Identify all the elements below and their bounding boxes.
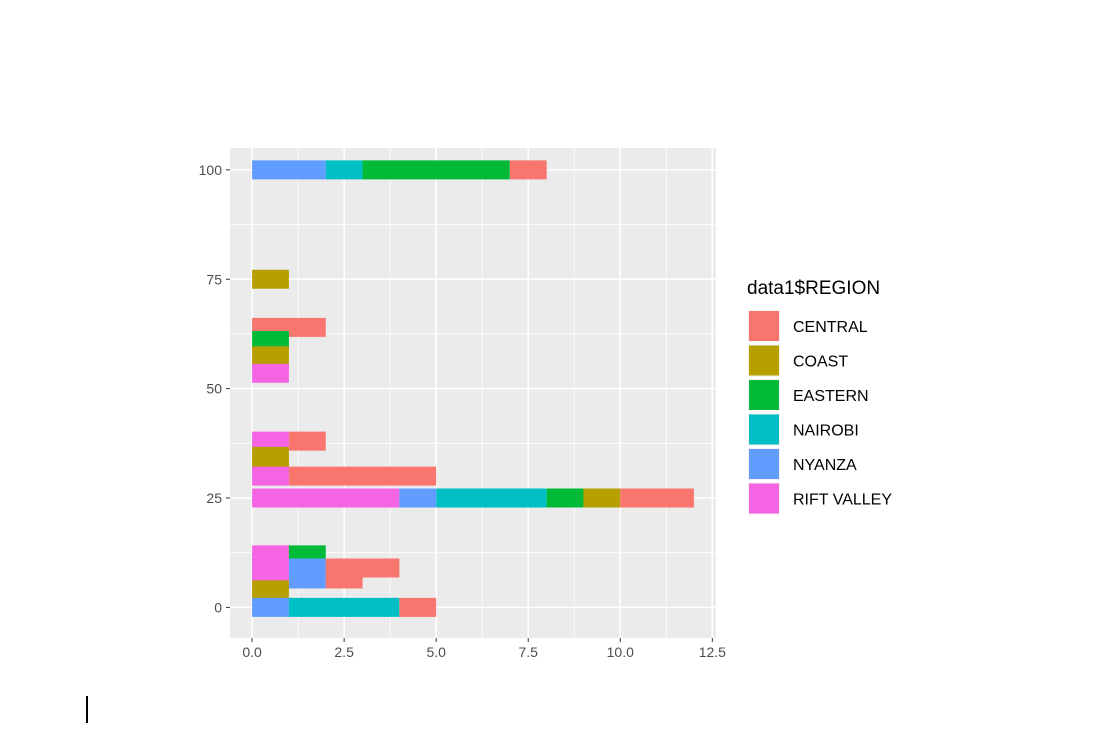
bar-segment-central [288, 466, 437, 486]
bar-segment-rift-valley [252, 363, 289, 383]
legend-label: NAIROBI [793, 423, 859, 440]
y-tick-label: 0 [214, 599, 222, 615]
x-tick-label: 2.5 [334, 644, 354, 660]
x-tick-label: 12.5 [699, 644, 726, 660]
bar-segment-central [288, 431, 326, 451]
x-tick-label: 0.0 [242, 644, 262, 660]
bar-segment-coast [583, 488, 621, 508]
bar-segment-coast [252, 580, 289, 600]
legend-title: data1$REGION [747, 278, 880, 299]
bar-segment-central [399, 597, 437, 617]
y-tick-label: 75 [206, 271, 222, 287]
legend-swatch [749, 449, 779, 479]
bar-segment-central [325, 569, 363, 589]
bar-segment-nyanza [252, 597, 289, 617]
axes: 0.0 2.5 5.0 7.5 10.0 12.5 0 25 50 75 100 [199, 162, 727, 660]
bar-segment-rift-valley [252, 466, 289, 486]
bar-segment-nyanza [252, 160, 326, 180]
bar-segment-eastern [252, 331, 289, 350]
text-cursor [86, 696, 88, 723]
bar-segment-coast [252, 269, 289, 289]
legend: data1$REGION CENTRAL COAST EASTERN NAIROBI N… [747, 278, 892, 515]
bar-segment-rift-valley [252, 431, 289, 451]
bars [252, 160, 694, 617]
y-tick-label: 100 [199, 162, 223, 178]
bar-segment-nyanza [399, 488, 437, 508]
bar-segment-nairobi [288, 597, 400, 617]
bar-segment-coast [252, 346, 289, 366]
bar-segment-nairobi [436, 488, 547, 508]
legend-swatch [749, 414, 779, 445]
bar-segment-eastern [546, 488, 584, 508]
bar-segment-eastern [362, 160, 510, 180]
x-tick-label: 5.0 [426, 644, 446, 660]
legend-label: EASTERN [793, 388, 869, 405]
x-tick-label: 7.5 [518, 644, 538, 660]
legend-swatch [749, 311, 779, 341]
x-tick-label: 10.0 [607, 644, 634, 660]
bar-segment-central [620, 488, 694, 508]
legend-label: COAST [793, 354, 848, 371]
bar-segment-central [509, 160, 547, 180]
bar-segment-rift-valley [252, 488, 400, 508]
legend-label: CENTRAL [793, 319, 868, 336]
legend-label: RIFT VALLEY [793, 492, 892, 509]
legend-swatch [749, 345, 779, 376]
legend-swatch [749, 380, 779, 410]
y-tick-label: 25 [206, 490, 222, 506]
bar-segment-nyanza [288, 569, 326, 589]
bar-segment-nairobi [325, 160, 363, 180]
legend-swatch [749, 483, 779, 514]
legend-label: NYANZA [793, 457, 857, 474]
y-tick-label: 50 [206, 381, 222, 397]
